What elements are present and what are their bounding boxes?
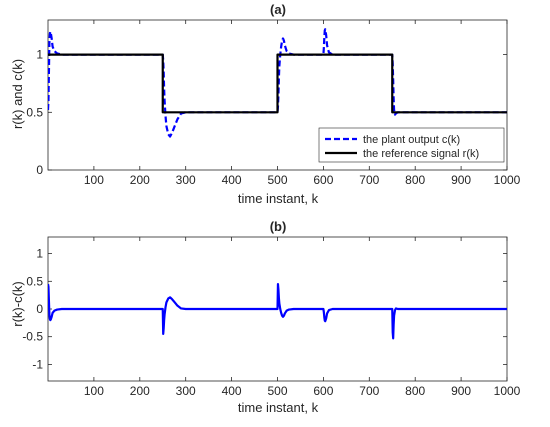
chart-a-xtick-label: 1000 xyxy=(494,173,521,187)
chart-a-xtick-label: 200 xyxy=(130,173,150,187)
chart-a-legend-box xyxy=(318,127,505,163)
chart-a-ytick-label: 1 xyxy=(36,48,43,62)
chart-a-legend-entry: the reference signal r(k) xyxy=(363,148,479,160)
chart-b-xtick-label: 700 xyxy=(359,384,379,398)
chart-a-xtick-label: 100 xyxy=(84,173,104,187)
chart-a-title: (a) xyxy=(270,2,286,17)
chart-b-xtick-label: 300 xyxy=(176,384,196,398)
chart-a: (a) r(k) and c(k) time instant, k 100 200… xyxy=(10,2,521,206)
chart-a-xtick-label: 900 xyxy=(451,173,471,187)
chart-b-xtick-label: 400 xyxy=(222,384,242,398)
chart-b-xtick-label: 1000 xyxy=(494,384,521,398)
chart-a-ylabel: r(k) and c(k) xyxy=(10,59,25,129)
chart-a-xlabel: time instant, k xyxy=(238,191,319,206)
chart-a-series-reference-signal-line xyxy=(48,53,507,114)
chart-b-xtick-label: 500 xyxy=(267,384,287,398)
chart-b-xlabel: time instant, k xyxy=(238,400,319,415)
chart-b-ytick-label: -0.5 xyxy=(22,330,43,344)
chart-b-xtick-label: 100 xyxy=(84,384,104,398)
chart-b-ytick-label: 0.5 xyxy=(26,274,43,288)
chart-a-xtick-label: 600 xyxy=(313,173,333,187)
chart-b-ylabel: r(k)-c(k) xyxy=(10,281,25,326)
chart-a-ytick-label: 0 xyxy=(36,163,43,177)
chart-b-ytick-label: 0 xyxy=(36,302,43,316)
chart-b-xtick-label: 900 xyxy=(451,384,471,398)
chart-b-xtick-label: 600 xyxy=(313,384,333,398)
chart-a-legend-entry: the plant output c(k) xyxy=(363,134,460,146)
chart-a-legend: the plant output c(k) the reference signa… xyxy=(318,127,505,163)
chart-a-xtick-label: 400 xyxy=(222,173,242,187)
chart-a-xtick-label: 300 xyxy=(176,173,196,187)
chart-a-ytick-label: 0.5 xyxy=(26,105,43,119)
chart-a-xtick-label: 500 xyxy=(267,173,287,187)
chart-b-xtick-label: 800 xyxy=(405,384,425,398)
chart-a-xtick-label: 700 xyxy=(359,173,379,187)
chart-b-title: (b) xyxy=(270,219,287,234)
chart-b-series-error-line xyxy=(48,282,507,340)
chart-b-xtick-label: 200 xyxy=(130,384,150,398)
chart-b-ytick-label: -1 xyxy=(32,357,43,371)
chart-b: (b) r(k)-c(k) time instant, k 100 200 300 4… xyxy=(10,219,521,415)
chart-a-xtick-label: 800 xyxy=(405,173,425,187)
chart-b-ytick-label: 1 xyxy=(36,247,43,261)
